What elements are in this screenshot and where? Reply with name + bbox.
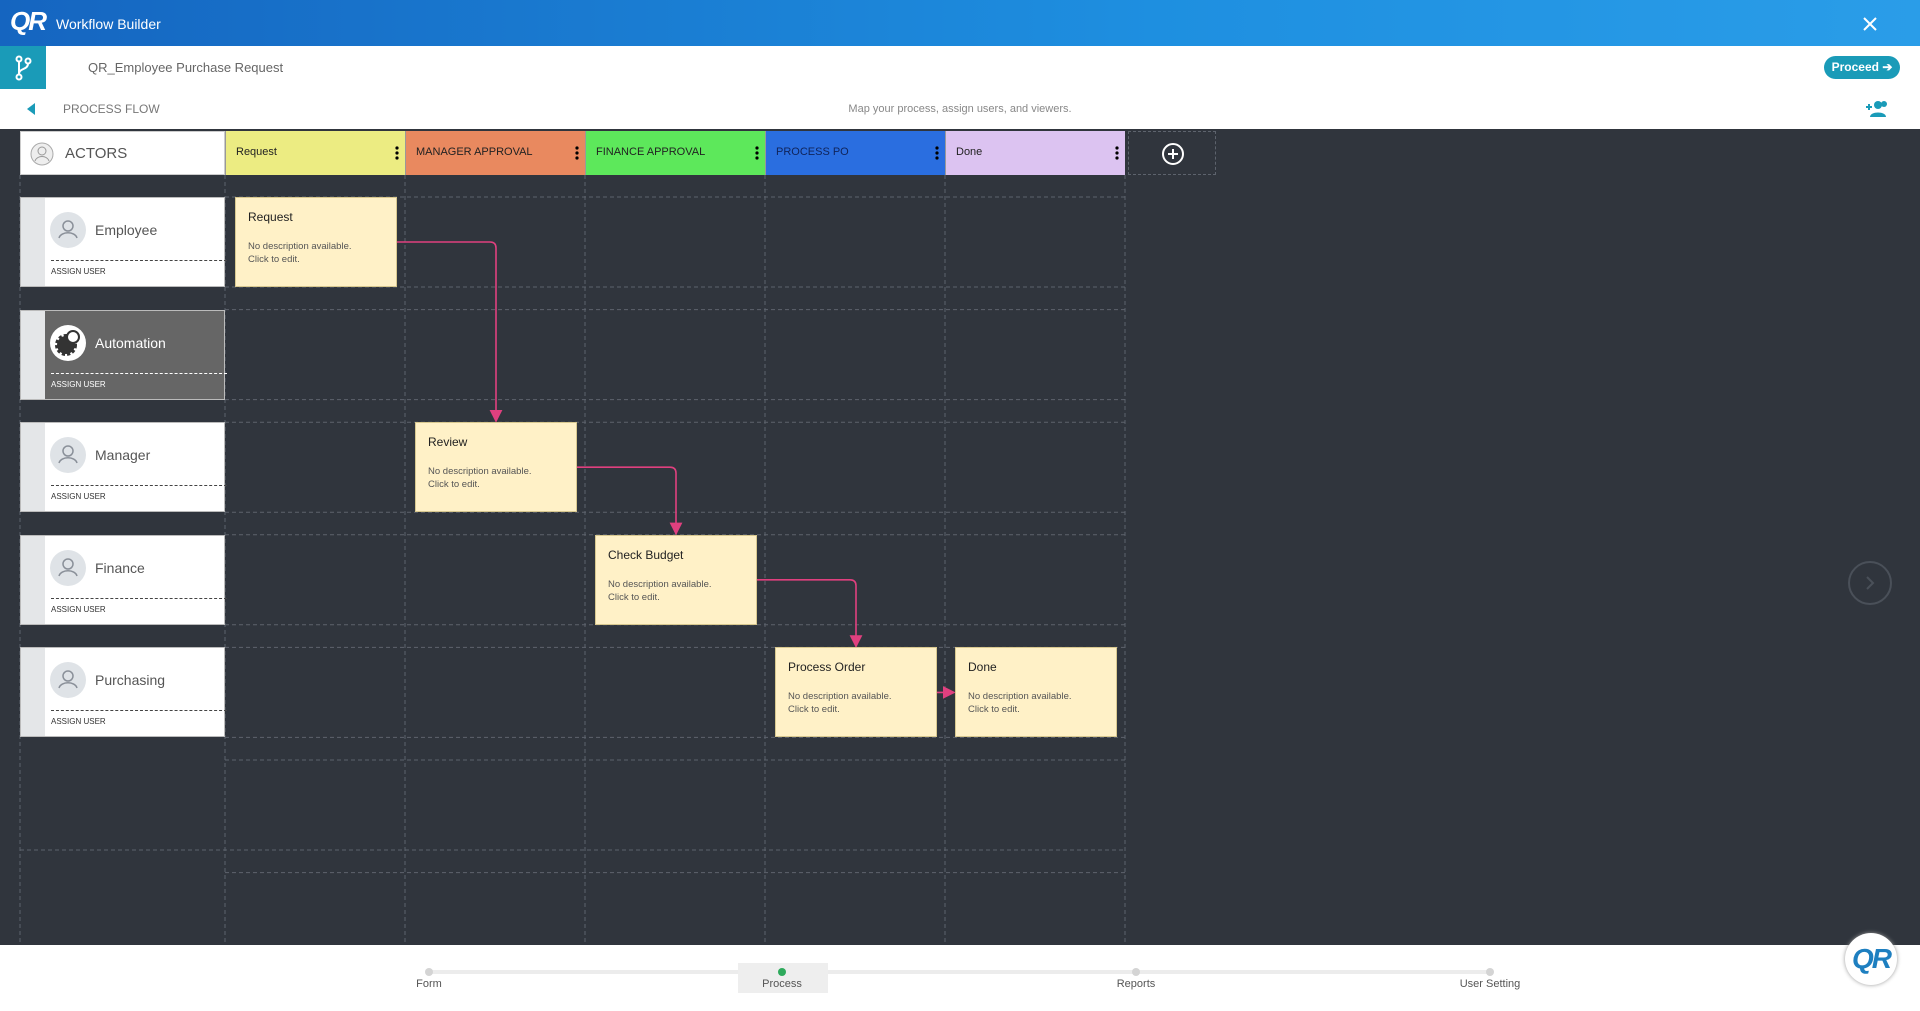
step-dot[interactable]: [1486, 968, 1494, 976]
assign-user[interactable]: ASSIGN USER: [51, 717, 106, 727]
proceed-button[interactable]: Proceed ➔: [1824, 56, 1900, 79]
next-button[interactable]: [1848, 561, 1892, 605]
back-button[interactable]: [27, 103, 37, 115]
column-menu[interactable]: [395, 146, 399, 160]
footer-logo: QR: [1845, 933, 1897, 985]
task-card[interactable]: Process Order No description available. C…: [775, 647, 937, 738]
column-name: Request: [236, 146, 277, 158]
column-header[interactable]: PROCESS PO: [765, 131, 945, 175]
column-menu[interactable]: [575, 146, 579, 160]
column-header[interactable]: Request: [225, 131, 405, 175]
actor-stripe: [21, 198, 45, 286]
divider: [51, 710, 227, 712]
flow-arrow: [757, 579, 863, 648]
assign-user[interactable]: ASSIGN USER: [51, 492, 106, 502]
actor[interactable]: Manager ASSIGN USER: [20, 422, 227, 513]
app-title: Workflow Builder: [56, 16, 161, 32]
actor-avatar: [50, 549, 86, 586]
process-name: QR_Employee Purchase Request: [88, 60, 284, 75]
step-label[interactable]: Reports: [1116, 978, 1156, 990]
card-description: No description available. Click to edit.: [248, 241, 352, 265]
workflow-icon[interactable]: [0, 46, 46, 89]
assign-user[interactable]: ASSIGN USER: [51, 267, 106, 276]
divider: [51, 372, 227, 374]
flow-arrow: [577, 466, 683, 536]
card-title: Review: [428, 435, 468, 450]
card-title: Check Budget: [608, 547, 684, 562]
sub-header: PROCESS FLOW Map your process, assign us…: [0, 89, 1920, 129]
actor-name: Purchasing: [95, 672, 166, 689]
column-menu[interactable]: [755, 146, 759, 160]
actor-stripe: [21, 310, 45, 399]
step-dot[interactable]: [425, 968, 433, 976]
actors-label: ACTORS: [65, 145, 128, 162]
actor-avatar: [50, 662, 86, 699]
hint: Map your process, assign users, and view…: [848, 103, 1072, 115]
task-card[interactable]: Check Budget No description available. Cl…: [595, 534, 757, 625]
step-label[interactable]: Form: [416, 978, 442, 990]
column-header[interactable]: MANAGER APPROVAL: [405, 131, 585, 175]
actor-stripe: [21, 648, 45, 737]
logo: QR: [10, 6, 47, 36]
step-label[interactable]: Process: [762, 978, 802, 990]
actor-name: Automation: [95, 334, 166, 351]
column-menu[interactable]: [1115, 146, 1119, 160]
proceed-label: Proceed: [1831, 60, 1879, 74]
card-description: No description available. Click to edit.: [428, 466, 532, 491]
step-dot[interactable]: [778, 968, 786, 976]
step-bar: Form Process Reports User Setting QR: [0, 933, 1920, 1011]
section-title: PROCESS FLOW: [63, 102, 160, 116]
actor-stripe: [21, 535, 45, 624]
step-label[interactable]: User Setting: [1459, 978, 1521, 990]
column-name: Done: [956, 146, 983, 158]
column-name: FINANCE APPROVAL: [596, 146, 706, 158]
card-title: Done: [968, 660, 997, 675]
card-description: No description available. Click to edit.: [788, 691, 892, 716]
actor[interactable]: Purchasing ASSIGN USER: [20, 647, 227, 738]
assign-user[interactable]: ASSIGN USER: [51, 604, 106, 614]
card-title: Request: [248, 210, 293, 224]
task-card[interactable]: Done No description available. Click to e…: [955, 647, 1117, 738]
actor-name: Employee: [95, 222, 158, 238]
step-dot[interactable]: [1132, 968, 1140, 976]
actor-avatar: [50, 437, 86, 474]
divider: [51, 260, 227, 261]
flow-arrow: [397, 241, 503, 423]
card-description: No description available. Click to edit.: [968, 691, 1072, 716]
actor[interactable]: Finance ASSIGN USER: [20, 534, 227, 625]
actor-stripe: [21, 423, 45, 512]
actor-name: Manager: [95, 447, 151, 464]
assign-user[interactable]: ASSIGN USER: [51, 379, 106, 389]
actors-header: ACTORS: [20, 131, 225, 175]
column-name: PROCESS PO: [776, 146, 849, 158]
column-header[interactable]: FINANCE APPROVAL: [585, 131, 765, 175]
close-button[interactable]: [1862, 16, 1878, 32]
actor-name: Finance: [95, 559, 145, 576]
task-card[interactable]: Review No description available. Click to…: [415, 422, 577, 513]
column-name: MANAGER APPROVAL: [416, 146, 533, 158]
title-bar: QR Workflow Builder: [0, 0, 1920, 46]
actor-avatar: [50, 212, 86, 248]
card-description: No description available. Click to edit.: [608, 578, 712, 603]
column-menu[interactable]: [935, 146, 939, 160]
add-user-button[interactable]: [1866, 99, 1890, 119]
add-column[interactable]: [1128, 131, 1216, 175]
card-title: Process Order: [788, 660, 866, 675]
actor-avatar: [50, 324, 86, 361]
divider: [51, 485, 227, 487]
task-card[interactable]: Request No description available. Click t…: [235, 197, 397, 287]
actor[interactable]: Automation ASSIGN USER: [20, 309, 227, 400]
divider: [51, 597, 227, 599]
column-header[interactable]: Done: [945, 131, 1125, 175]
actor[interactable]: Employee ASSIGN USER: [20, 197, 227, 287]
step-track: [429, 970, 1490, 974]
